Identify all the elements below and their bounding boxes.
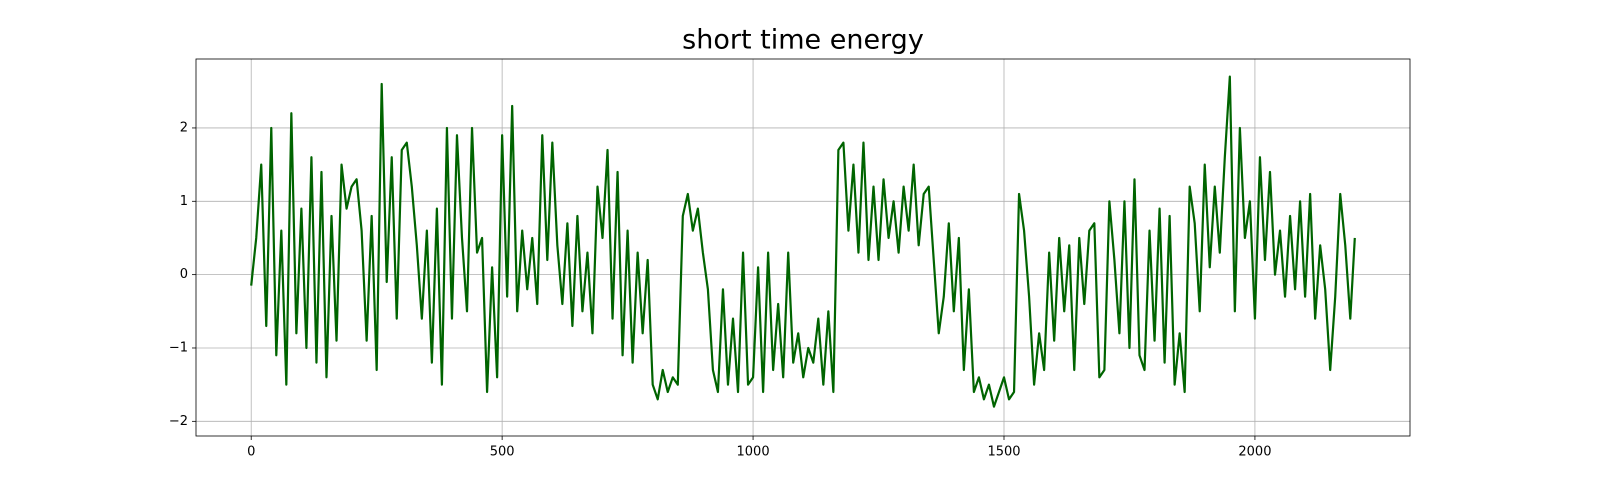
y-tick-label: 0 <box>180 267 188 282</box>
y-tick-label: −2 <box>169 414 188 429</box>
data-line <box>250 75 1356 408</box>
y-tick-label: 1 <box>180 194 188 209</box>
y-tick-label: 2 <box>180 120 188 135</box>
x-tick-label: 2000 <box>1238 445 1271 460</box>
y-tick-label: −1 <box>169 340 188 355</box>
x-tick-label: 1000 <box>737 445 770 460</box>
plot-area: 0 500 1000 1500 2000 −2 −1 0 1 2 <box>169 59 1410 460</box>
x-tick-label: 1500 <box>987 445 1020 460</box>
chart-title: short time energy <box>682 25 924 56</box>
x-tick-label: 0 <box>247 445 255 460</box>
x-tick-label: 500 <box>490 445 515 460</box>
axes-frame <box>195 58 1411 437</box>
